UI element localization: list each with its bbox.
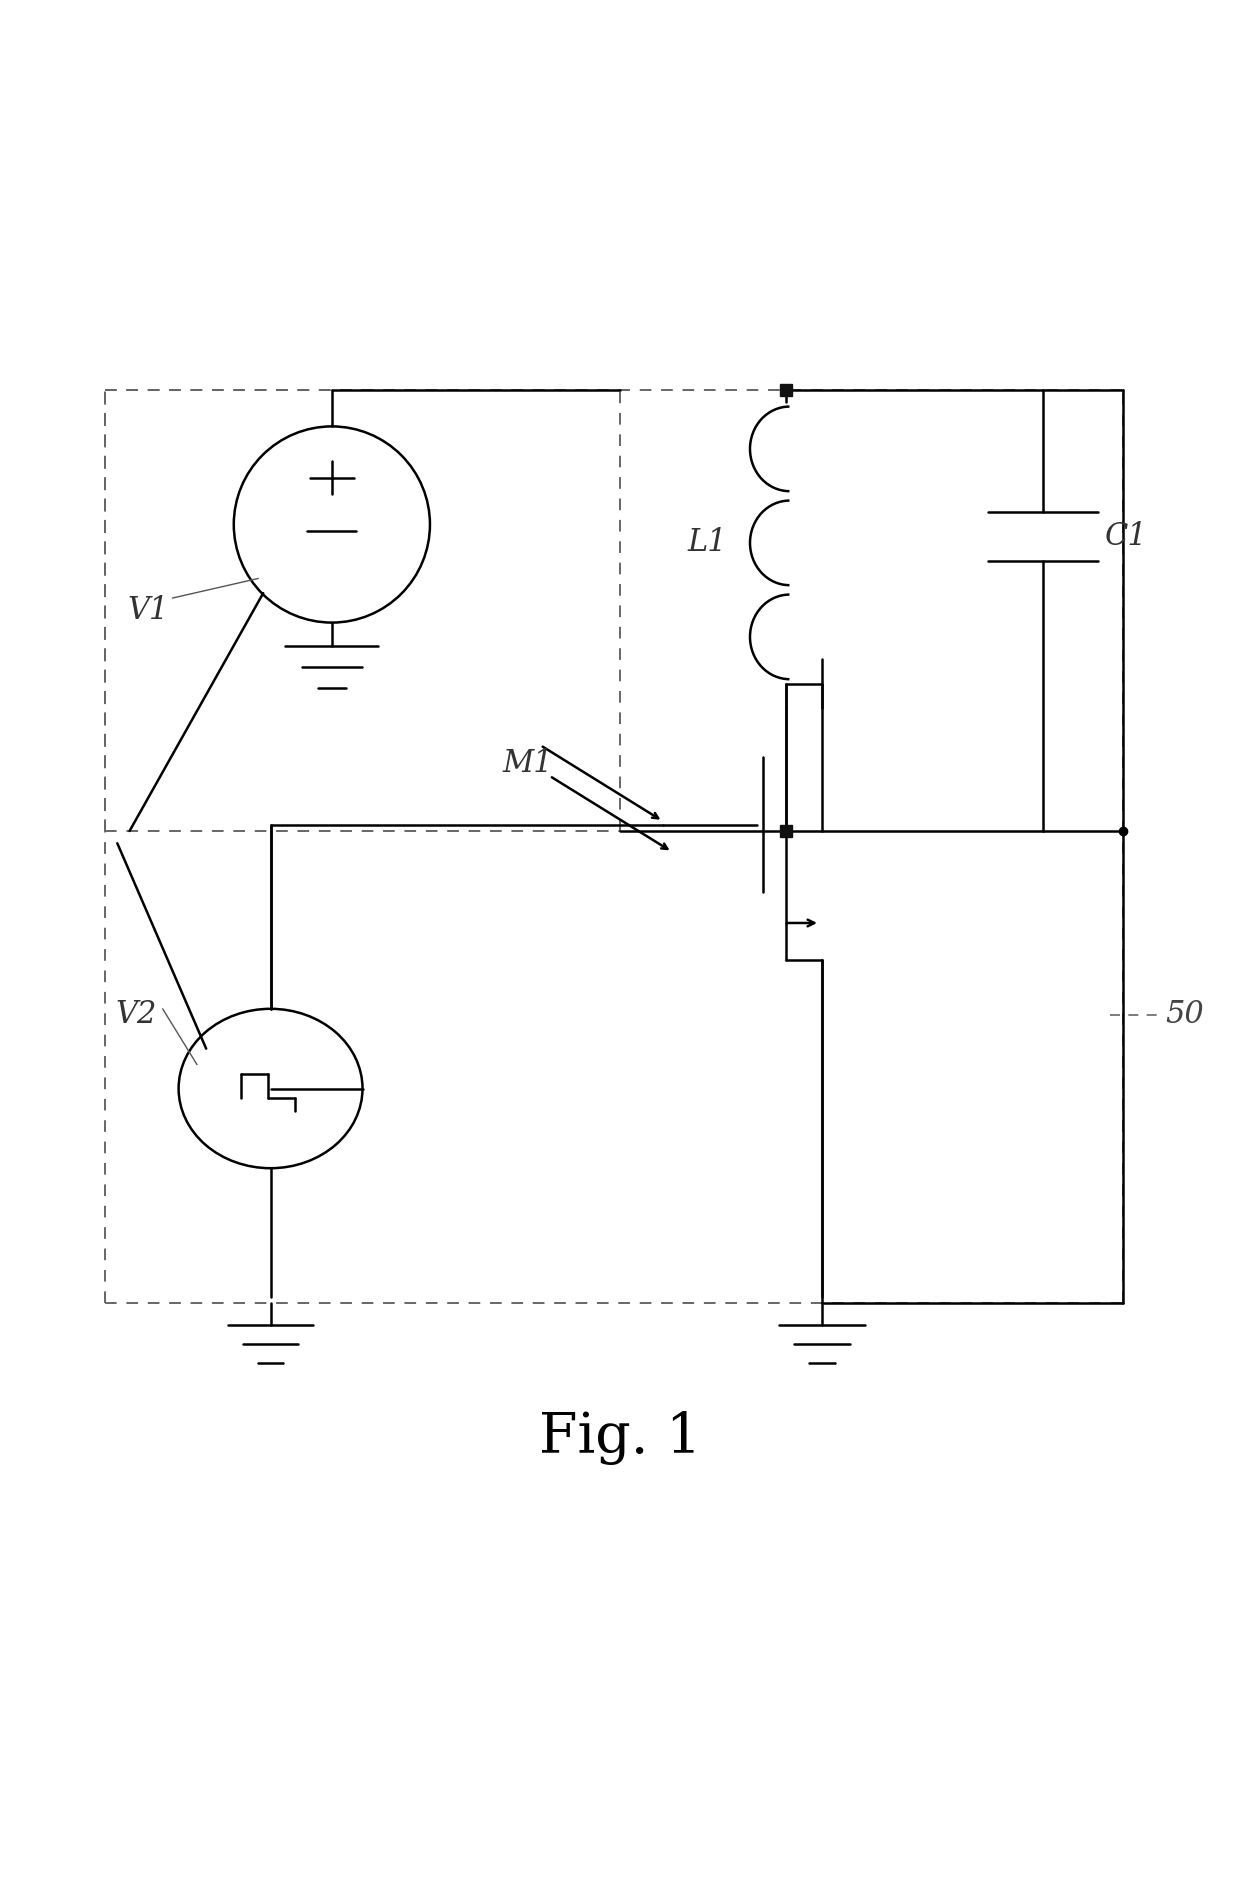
Text: M1: M1 — [502, 749, 553, 779]
Text: Fig. 1: Fig. 1 — [539, 1410, 701, 1465]
Text: V1: V1 — [128, 595, 169, 625]
Text: V2: V2 — [115, 999, 156, 1031]
Text: C1: C1 — [1105, 521, 1147, 551]
Text: 50: 50 — [1166, 999, 1204, 1031]
Text: L1: L1 — [687, 527, 727, 559]
